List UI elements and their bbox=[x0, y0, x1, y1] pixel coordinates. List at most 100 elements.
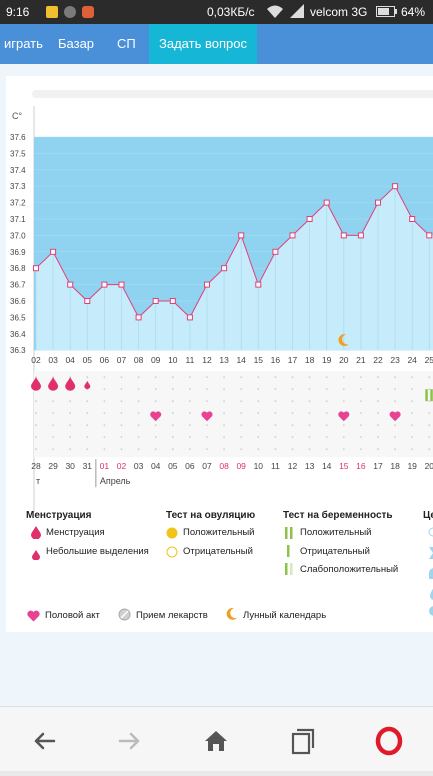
blood-drop-icon bbox=[31, 377, 41, 391]
day-label: 08 bbox=[134, 355, 144, 365]
battery-level: 64% bbox=[401, 5, 426, 19]
grid-dot bbox=[171, 400, 174, 403]
day-label: 16 bbox=[271, 355, 281, 365]
day-label: 02 bbox=[31, 355, 41, 365]
heart-icon bbox=[150, 411, 162, 422]
day-label: 11 bbox=[185, 355, 194, 365]
pill-icon bbox=[118, 608, 131, 626]
grid-dot bbox=[189, 448, 191, 451]
status-bar: 9:16 0,03КБ/с velcom 3G 64% bbox=[0, 0, 433, 24]
grid-dot bbox=[274, 400, 277, 403]
grid-dot bbox=[189, 424, 191, 427]
day-label: 22 bbox=[373, 355, 383, 365]
moon-icon bbox=[225, 607, 238, 626]
horizontal-scrollbar[interactable] bbox=[32, 90, 433, 98]
grid-dot bbox=[137, 400, 140, 403]
grid-dot bbox=[86, 448, 89, 451]
grid-dot bbox=[103, 388, 106, 391]
grid-dot bbox=[240, 424, 243, 427]
grid-dot bbox=[154, 424, 157, 427]
battery-icon bbox=[376, 6, 398, 21]
day-label: 12 bbox=[202, 355, 212, 365]
y-tick-label: 37.6 bbox=[10, 133, 26, 142]
grid-dot bbox=[291, 448, 294, 451]
day-label: 15 bbox=[254, 355, 264, 365]
grid-dot bbox=[325, 388, 328, 391]
grid-dot bbox=[360, 376, 362, 379]
home-button[interactable] bbox=[186, 707, 246, 771]
month-label: Апрель bbox=[100, 476, 131, 486]
grid-dot bbox=[377, 424, 379, 427]
status-time: 9:16 bbox=[6, 5, 30, 19]
grid-dot bbox=[257, 400, 260, 403]
grid-dot bbox=[291, 424, 294, 427]
moon-icon bbox=[338, 334, 349, 347]
grid-dot bbox=[342, 436, 345, 439]
grid-dot bbox=[291, 388, 294, 391]
grid-dot bbox=[360, 412, 362, 415]
grid-dot bbox=[325, 400, 328, 403]
unit-label: C° bbox=[12, 111, 22, 121]
forward-button[interactable] bbox=[100, 707, 160, 771]
grid-dot bbox=[377, 376, 379, 379]
y-tick-label: 36.5 bbox=[10, 313, 26, 322]
ovulation-positive-icon bbox=[166, 526, 178, 544]
signal-icon bbox=[288, 3, 306, 22]
grid-dot bbox=[377, 388, 379, 391]
date-label: 11 bbox=[271, 461, 280, 471]
blood-drop-icon bbox=[31, 526, 41, 544]
grid-dot bbox=[411, 388, 414, 391]
grid-dot bbox=[35, 400, 37, 403]
back-button[interactable] bbox=[14, 707, 74, 771]
legend-pregnancy-weak: Слабоположительный bbox=[300, 564, 399, 575]
date-label: 15 bbox=[339, 461, 349, 471]
grid-dot bbox=[240, 436, 243, 439]
legend-menstruation-item: Менструация bbox=[46, 527, 105, 538]
day-label: 04 bbox=[65, 355, 75, 365]
grid-dot bbox=[308, 388, 311, 391]
grid-dot bbox=[360, 388, 362, 391]
day-label: 19 bbox=[322, 355, 332, 365]
date-label: 10 bbox=[254, 461, 264, 471]
grid-dot bbox=[240, 400, 243, 403]
grid-dot bbox=[291, 412, 294, 415]
grid-dot bbox=[137, 376, 140, 379]
opera-menu-button[interactable] bbox=[358, 707, 418, 771]
grid-dot bbox=[377, 412, 379, 415]
grid-dot bbox=[342, 400, 345, 403]
tabs-button[interactable] bbox=[272, 707, 332, 771]
tab-ask-question[interactable]: Задать вопрос bbox=[149, 24, 257, 64]
network-speed: 0,03КБ/с bbox=[207, 5, 255, 19]
chart-card: C° 37.6 37.5 37.4 37.3 37.2 37.1 37.0 36.9 36.8 36… bbox=[6, 76, 433, 632]
grid-dot bbox=[154, 388, 157, 391]
tab-play[interactable]: играть bbox=[4, 36, 43, 51]
grid-dot bbox=[394, 448, 396, 451]
legend-menstruation-title: Менструация bbox=[26, 510, 92, 521]
day-label: 06 bbox=[100, 355, 110, 365]
grid-dot bbox=[240, 388, 243, 391]
grid-dot bbox=[342, 448, 345, 451]
temperature-point bbox=[169, 298, 176, 304]
grid-dot bbox=[223, 424, 226, 427]
tab-bazar[interactable]: Базар bbox=[58, 36, 95, 51]
date-label: 13 bbox=[305, 461, 315, 471]
grid-dot bbox=[394, 388, 396, 391]
grid-dot bbox=[189, 412, 191, 415]
legend-cut-title: Це bbox=[423, 510, 433, 521]
grid-dot bbox=[291, 400, 294, 403]
tab-sp[interactable]: СП bbox=[117, 36, 136, 51]
temperature-point bbox=[186, 314, 193, 321]
legend-ovulation-negative: Отрицательный bbox=[183, 546, 253, 557]
grid-dot bbox=[257, 448, 260, 451]
grid-dot bbox=[154, 400, 157, 403]
grid-dot bbox=[69, 400, 72, 403]
pregnancy-weak-icon bbox=[285, 562, 294, 580]
temperature-point bbox=[204, 281, 210, 288]
grid-dot bbox=[411, 436, 414, 439]
carrier-name: velcom 3G bbox=[310, 5, 368, 19]
grid-dot bbox=[377, 436, 379, 439]
ovulation-negative-icon bbox=[166, 545, 178, 563]
grid-dot bbox=[257, 388, 260, 391]
grid-dot bbox=[69, 412, 72, 415]
grid-dot bbox=[171, 424, 174, 427]
